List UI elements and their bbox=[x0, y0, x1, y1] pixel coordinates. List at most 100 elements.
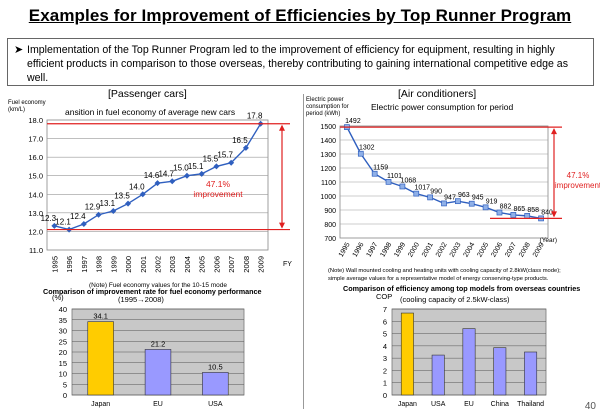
fuel-y-tick-label: 16.0 bbox=[28, 153, 43, 162]
ac-data-label: 1302 bbox=[359, 145, 375, 152]
ac-note-line2: simple average values for a representati… bbox=[328, 276, 549, 282]
rate-chart-subtitle: (1995→2008) bbox=[118, 295, 164, 304]
page-number: 40 bbox=[584, 401, 596, 412]
cop-category-label: Japan bbox=[398, 401, 417, 408]
ac-x-tick-label: 2000 bbox=[407, 241, 421, 258]
fuel-y-tick-label: 15.0 bbox=[28, 172, 43, 181]
bullet-arrow-icon: ➤ bbox=[14, 44, 24, 56]
fuel-data-point bbox=[213, 163, 220, 170]
fuel-data-label: 12.9 bbox=[85, 203, 101, 212]
fuel-x-tick-label: 2000 bbox=[124, 256, 133, 273]
ac-data-label: 1017 bbox=[414, 185, 430, 192]
rate-data-label: 34.1 bbox=[93, 312, 108, 321]
rate-y-axis-label: (%) bbox=[52, 293, 64, 302]
ac-data-label: 1101 bbox=[387, 173, 402, 180]
fuel-y-axis-label: Fuel economy (km/L) bbox=[8, 100, 46, 113]
right-panel-title: [Air conditioners] bbox=[398, 88, 477, 100]
cop-bar bbox=[493, 347, 507, 396]
fuel-x-tick-label: 2009 bbox=[257, 256, 266, 273]
rate-y-tick-label: 25 bbox=[59, 337, 67, 346]
ac-x-tick-label: 2007 bbox=[504, 241, 518, 258]
fuel-data-label: 13.1 bbox=[100, 199, 116, 208]
ac-data-point bbox=[524, 213, 531, 219]
cop-y-tick-label: 3 bbox=[383, 354, 387, 363]
ac-data-point bbox=[468, 200, 475, 207]
fuel-arrow-head-up-icon bbox=[279, 124, 285, 131]
ac-data-label: 882 bbox=[500, 204, 512, 211]
ac-data-point bbox=[482, 204, 489, 211]
fuel-data-point bbox=[110, 208, 117, 214]
ac-data-point bbox=[371, 170, 378, 177]
fuel-data-point bbox=[183, 172, 190, 179]
fuel-x-tick-label: 2007 bbox=[227, 256, 236, 273]
fuel-data-point bbox=[125, 200, 132, 207]
ac-x-tick-label: 2002 bbox=[435, 241, 449, 258]
ac-x-tick-label: 2006 bbox=[490, 241, 504, 258]
fuel-chart-title: ansition in fuel economy of average new … bbox=[65, 107, 235, 117]
cop-category-label: EU bbox=[464, 401, 474, 408]
cop-category-label: Thailand bbox=[517, 401, 544, 408]
fuel-data-label: 15.5 bbox=[203, 154, 219, 163]
fuel-x-tick-label: 1997 bbox=[80, 256, 89, 273]
cop-bar bbox=[462, 328, 476, 396]
ac-x-tick-label: 1998 bbox=[379, 241, 393, 258]
ac-data-label: 919 bbox=[486, 198, 498, 205]
fuel-note: (Note) Fuel economy values for the 10-15… bbox=[89, 282, 227, 289]
rate-y-tick-label: 10 bbox=[59, 370, 67, 379]
ac-data-label: 865 bbox=[513, 206, 525, 213]
ac-data-point bbox=[385, 179, 392, 185]
ac-y-axis-label: Electric power consumption for period (kWh… bbox=[306, 97, 349, 117]
ac-arrow-head-down-icon bbox=[551, 211, 557, 218]
ac-data-point bbox=[441, 200, 447, 207]
ac-y-tick-label: 1100 bbox=[321, 180, 336, 187]
cop-category-label: China bbox=[491, 401, 509, 408]
ac-data-point bbox=[427, 194, 433, 201]
ac-x-tick-label: 1997 bbox=[366, 241, 380, 258]
fuel-data-point bbox=[80, 221, 87, 227]
fuel-x-tick-label: 1996 bbox=[65, 256, 74, 273]
cop-y-tick-label: 4 bbox=[383, 342, 387, 351]
ac-data-point bbox=[357, 150, 364, 157]
fuel-data-point bbox=[228, 159, 235, 166]
ac-x-tick-label: 2008 bbox=[518, 241, 532, 258]
fuel-x-tick-label: 2008 bbox=[242, 256, 251, 273]
ac-data-label: 1159 bbox=[373, 165, 388, 172]
fuel-x-tick-label: 1995 bbox=[50, 256, 59, 273]
fuel-data-point bbox=[95, 211, 102, 218]
fuel-x-tick-label: 2001 bbox=[139, 256, 148, 273]
ac-x-tick-label: 2004 bbox=[463, 241, 477, 258]
rate-y-tick-label: 5 bbox=[63, 380, 67, 389]
ac-y-tick-label: 1500 bbox=[320, 124, 336, 131]
intro-text: Implementation of the Top Runner Program… bbox=[27, 44, 568, 84]
ac-x-tick-label: 1996 bbox=[352, 241, 366, 258]
cop-bar bbox=[431, 354, 445, 396]
rate-y-tick-label: 0 bbox=[63, 391, 67, 400]
fuel-data-label: 12.3 bbox=[41, 214, 57, 223]
ac-y-tick-label: 900 bbox=[324, 208, 336, 215]
rate-bar bbox=[144, 349, 172, 396]
fuel-data-label: 14.7 bbox=[158, 169, 174, 178]
rate-data-label: 21.2 bbox=[151, 339, 166, 348]
ac-y-tick-label: 1300 bbox=[320, 152, 336, 159]
fuel-data-point bbox=[169, 178, 176, 185]
fuel-data-label: 15.0 bbox=[173, 164, 189, 173]
ac-x-tick-label: 1995 bbox=[338, 241, 352, 258]
fuel-x-tick-label: 2004 bbox=[183, 256, 192, 273]
fuel-data-label: 14.0 bbox=[129, 182, 145, 191]
fuel-annotation: 47.1% improvement bbox=[193, 179, 243, 199]
cop-category-label: USA bbox=[431, 401, 446, 408]
ac-annotation: 47.1% improvement bbox=[555, 171, 600, 190]
fuel-x-tick-label: 1998 bbox=[95, 256, 104, 273]
fuel-data-label: 12.4 bbox=[70, 212, 86, 221]
fuel-y-tick-label: 12.0 bbox=[28, 227, 43, 236]
ac-x-tick-label: 2003 bbox=[449, 241, 463, 258]
ac-x-tick-label: 2001 bbox=[421, 241, 435, 258]
cop-bar bbox=[400, 312, 414, 396]
ac-data-label: 1492 bbox=[345, 118, 361, 125]
rate-bar bbox=[87, 321, 114, 396]
ac-x-axis-label: (Year) bbox=[540, 237, 557, 244]
fuel-x-tick-label: 2002 bbox=[154, 256, 163, 273]
ac-data-label: 947 bbox=[444, 194, 456, 201]
fuel-arrow-head-down-icon bbox=[279, 222, 285, 229]
